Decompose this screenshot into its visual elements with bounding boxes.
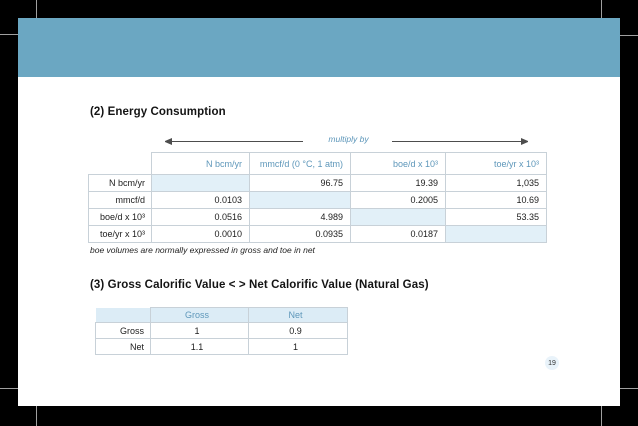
table-cell: 10.69	[445, 191, 547, 209]
table-corner-cell	[89, 153, 152, 175]
crop-mark	[0, 34, 18, 35]
row-header: boe/d x 10³	[88, 208, 152, 226]
table-cell: 0.0010	[151, 225, 250, 243]
table-cell: 0.0103	[151, 191, 250, 209]
table-cell: 0.9	[248, 322, 348, 339]
table-row: boe/d x 10³ 0.0516 4.989 53.35	[88, 208, 547, 226]
section-title-calorific-value: (3) Gross Calorific Value < > Net Calori…	[90, 279, 429, 291]
row-header: mmcf/d	[88, 191, 152, 209]
column-header: boe/d x 10³	[350, 152, 446, 175]
crop-mark	[36, 405, 37, 426]
table-cell: 19.39	[350, 174, 446, 192]
table-corner-cell	[95, 307, 151, 323]
table-header-row: Gross Net	[95, 307, 348, 323]
table-cell: 0.0516	[151, 208, 250, 226]
arrow-left-icon	[165, 138, 303, 145]
table-cell: 96.75	[249, 174, 351, 192]
crop-mark	[601, 0, 602, 19]
column-header: Net	[248, 307, 348, 323]
table-cell: 0.2005	[350, 191, 446, 209]
row-header: toe/yr x 10³	[88, 225, 152, 243]
row-header: Net	[95, 338, 151, 355]
multiply-by-label: multiply by	[328, 134, 369, 144]
crop-mark	[36, 0, 37, 19]
diagonal-cell	[249, 191, 351, 209]
table-cell: 1.1	[150, 338, 249, 355]
table-cell: 1	[150, 322, 249, 339]
table-cell: 1,035	[445, 174, 547, 192]
calorific-value-table: Gross Net Gross 1 0.9 Net 1.1 1	[95, 307, 348, 355]
table-footnote: boe volumes are normally expressed in gr…	[90, 245, 315, 255]
column-header: toe/yr x 10³	[445, 152, 547, 175]
energy-conversion-table: N bcm/yr mmcf/d (0 °C, 1 atm) boe/d x 10…	[88, 152, 547, 243]
table-cell: 53.35	[445, 208, 547, 226]
column-header: mmcf/d (0 °C, 1 atm)	[249, 152, 351, 175]
table-cell: 0.0935	[249, 225, 351, 243]
table-row: Net 1.1 1	[95, 338, 348, 355]
table-cell: 4.989	[249, 208, 351, 226]
row-header: N bcm/yr	[88, 174, 152, 192]
row-header: Gross	[95, 322, 151, 339]
diagonal-cell	[350, 208, 446, 226]
table-row: Gross 1 0.9	[95, 322, 348, 339]
crop-mark	[601, 405, 602, 426]
page-number-badge: 19	[545, 356, 559, 370]
table-cell: 0.0187	[350, 225, 446, 243]
slide-page: (2) Energy Consumption multiply by N bcm…	[18, 18, 620, 406]
diagonal-cell	[445, 225, 547, 243]
arrow-right-icon	[392, 138, 528, 145]
table-header-row: N bcm/yr mmcf/d (0 °C, 1 atm) boe/d x 10…	[89, 152, 547, 175]
column-header: Gross	[150, 307, 249, 323]
table-row: toe/yr x 10³ 0.0010 0.0935 0.0187	[88, 225, 547, 243]
slide-header-band	[18, 18, 620, 77]
table-row: mmcf/d 0.0103 0.2005 10.69	[88, 191, 547, 209]
section-title-energy-consumption: (2) Energy Consumption	[90, 106, 226, 118]
diagonal-cell	[151, 174, 250, 192]
column-header: N bcm/yr	[151, 152, 250, 175]
table-row: N bcm/yr 96.75 19.39 1,035	[88, 174, 547, 192]
table-cell: 1	[248, 338, 348, 355]
crop-mark	[620, 388, 638, 389]
crop-mark	[620, 35, 638, 36]
crop-mark	[0, 388, 18, 389]
